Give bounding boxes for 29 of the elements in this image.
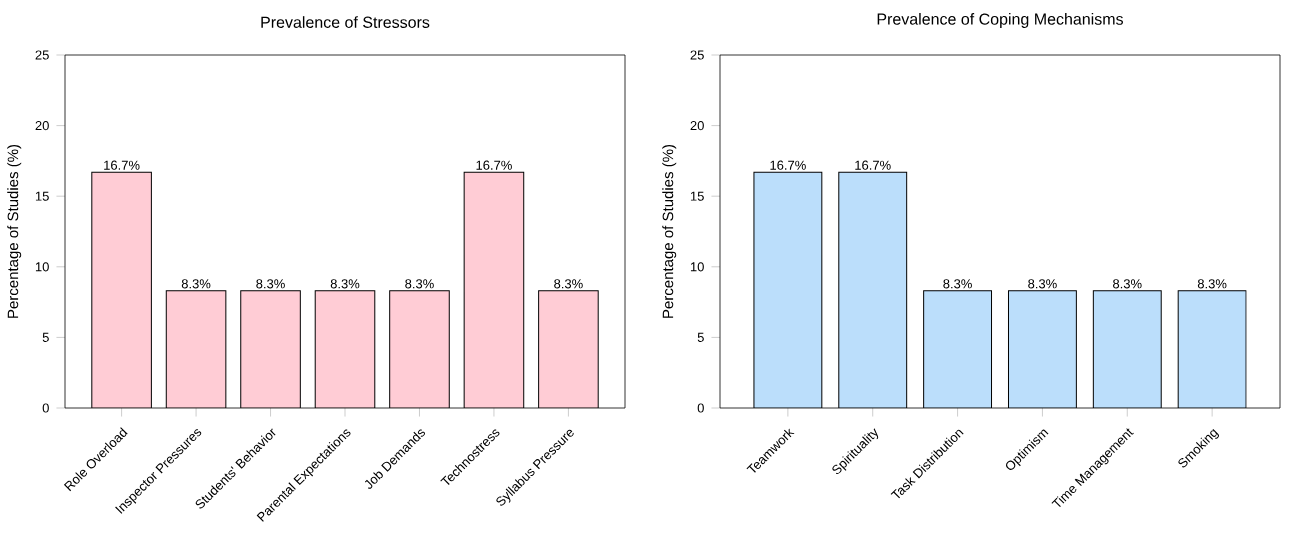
data-label: 8.3% xyxy=(181,279,211,289)
data-label: 16.7% xyxy=(770,160,806,170)
y-tick-label: 25 xyxy=(690,50,704,60)
data-label: 8.3% xyxy=(943,279,972,289)
y-tick-label: 25 xyxy=(35,50,49,60)
data-label: 8.3% xyxy=(1113,279,1142,289)
data-label: 8.3% xyxy=(1028,279,1057,289)
data-label: 8.3% xyxy=(405,279,434,289)
chart-title: Prevalence of Stressors xyxy=(261,16,430,28)
data-label: 8.3% xyxy=(256,279,285,289)
y-axis-title: Percentage of Studies (%) xyxy=(7,144,22,318)
data-label: 16.7% xyxy=(104,160,140,170)
data-label: 8.3% xyxy=(1197,279,1227,289)
y-tick-label: 20 xyxy=(690,121,704,131)
chart-title: Prevalence of Coping Mechanisms xyxy=(877,13,1124,28)
y-tick-label: 15 xyxy=(690,191,704,201)
y-tick-label: 0 xyxy=(697,403,704,413)
data-label: 8.3% xyxy=(330,279,360,289)
y-tick-label: 5 xyxy=(697,332,704,342)
y-tick-label: 0 xyxy=(42,403,49,413)
y-axis-title: Percentage of Studies (%) xyxy=(662,144,677,318)
y-tick-label: 20 xyxy=(35,121,49,131)
y-tick-label: 15 xyxy=(35,191,49,201)
data-label: 8.3% xyxy=(554,279,583,289)
y-tick-label: 10 xyxy=(690,262,704,272)
data-label: 16.7% xyxy=(476,160,512,170)
y-tick-label: 5 xyxy=(42,332,49,342)
data-label: 16.7% xyxy=(855,160,891,170)
y-tick-label: 10 xyxy=(35,262,49,272)
